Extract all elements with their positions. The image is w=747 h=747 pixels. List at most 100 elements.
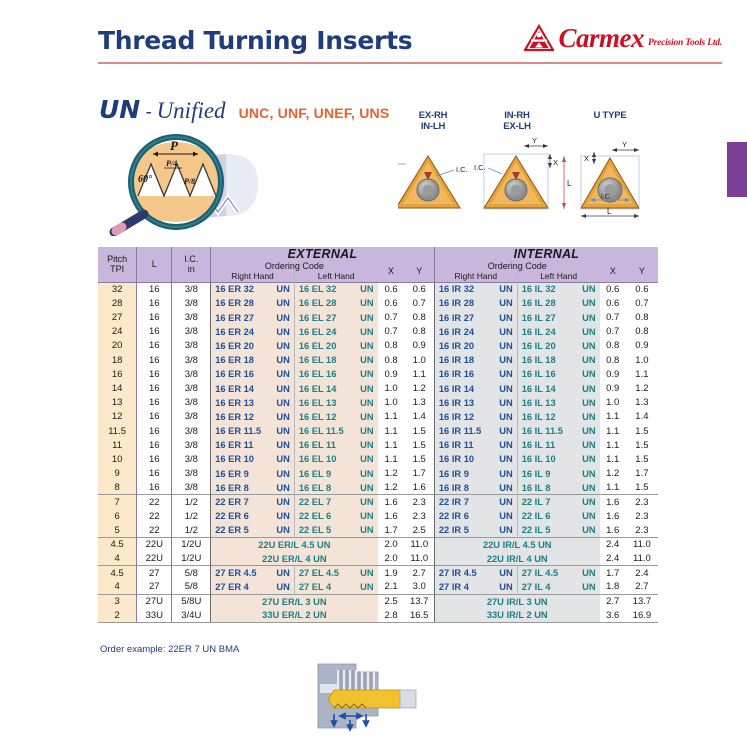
cell-internal-y: 1.1 <box>625 367 658 382</box>
cell-l: 16 <box>136 338 172 354</box>
cell-internal-left-hand-code: 22 IL 7 UN <box>516 494 600 510</box>
table-row: 4 22U 1/2U 22U ER/L 4 UN 2.0 11.0 22U IR/L 4 U… <box>98 551 658 566</box>
cell-external-right-hand-code: 16 ER 20 UN <box>210 338 295 354</box>
cell-external-left-hand-code: 16 EL 20 UN <box>293 338 378 354</box>
cell-internal-left-hand-code: 16 IL 28 UN <box>516 296 600 311</box>
cell-internal-left-hand-code: 16 IL 11 UN <box>516 438 600 453</box>
cell-ic: 3/8 <box>171 395 211 410</box>
cell-internal-x: 2.4 <box>599 536 626 552</box>
cell-internal-x: 0.6 <box>599 281 626 297</box>
cell-internal-x: 1.2 <box>599 466 626 481</box>
cell-pitch: 32 <box>98 281 137 297</box>
table-row: 4 27 5/8 27 ER 4 UN 27 EL 4 UN 2.1 3.0 27 IR 4 UN 2… <box>98 580 658 595</box>
cell-external-right-hand-code: 22 ER 5 UN <box>210 523 295 538</box>
cell-external-x: 1.1 <box>377 424 405 439</box>
cell-l: 16 <box>136 480 172 495</box>
cell-external-right-hand-code: 27 ER 4 UN <box>210 580 295 595</box>
cell-internal-left-hand-code: 16 IL 27 UN <box>516 310 600 325</box>
cell-pitch: 4.5 <box>98 565 137 581</box>
cell-pitch: 13 <box>98 395 137 410</box>
page-title: Thread Turning Inserts <box>98 26 413 55</box>
cell-l: 27 <box>136 580 172 595</box>
cell-internal-x: 1.1 <box>599 480 626 495</box>
cell-l: 16 <box>136 395 172 410</box>
cell-external-y: 16.5 <box>404 608 435 624</box>
table-row: 4.5 22U 1/2U 22U ER/L 4.5 UN 2.0 11.0 22U IR/L… <box>98 536 658 552</box>
section-color-tab <box>727 142 747 197</box>
diagram-label-u-type: U TYPE <box>593 110 627 121</box>
cell-external-x: 1.6 <box>377 509 405 524</box>
thread-angle-label: 60° <box>138 174 152 185</box>
cell-internal-code: 27U IR/L 3 UN <box>433 593 600 609</box>
cell-external-x: 0.7 <box>377 310 405 325</box>
cell-internal-y: 2.3 <box>625 494 658 510</box>
cell-external-y: 3.0 <box>404 580 435 595</box>
cell-internal-left-hand-code: 16 IL 24 UN <box>516 324 600 339</box>
cell-ic: 3/8 <box>171 367 211 382</box>
table-row: 6 22 1/2 22 ER 6 UN 22 EL 6 UN 1.6 2.3 22 IR 6 UN 2… <box>98 509 658 524</box>
col-header-external: EXTERNAL <box>210 247 435 261</box>
table-row: 24 16 3/8 16 ER 24 UN 16 EL 24 UN 0.7 0.8 16 IR 2… <box>98 324 658 339</box>
cell-internal-left-hand-code: 16 IL 16 UN <box>516 367 600 382</box>
cell-external-y: 1.5 <box>404 452 435 467</box>
cell-external-left-hand-code: 16 EL 16 UN <box>293 367 378 382</box>
cell-internal-x: 0.7 <box>599 324 626 339</box>
l-label-2: L <box>567 179 572 188</box>
cell-internal-x: 1.0 <box>599 395 626 410</box>
cell-ic: 3/8 <box>171 381 211 396</box>
cell-external-left-hand-code: 16 EL 8 UN <box>293 480 378 495</box>
cell-ic: 3/8 <box>171 452 211 467</box>
cell-internal-x: 0.8 <box>599 353 626 368</box>
cell-external-left-hand-code: 16 EL 18 UN <box>293 353 378 368</box>
cell-pitch: 18 <box>98 353 137 368</box>
cell-internal-x: 0.9 <box>599 367 626 382</box>
cell-external-right-hand-code: 16 ER 18 UN <box>210 353 295 368</box>
table-row: 27 16 3/8 16 ER 27 UN 16 EL 27 UN 0.7 0.8 16 IR 2… <box>98 310 658 325</box>
cell-external-y: 13.7 <box>404 593 435 609</box>
cell-internal-x: 0.7 <box>599 310 626 325</box>
cell-external-left-hand-code: 22 EL 6 UN <box>293 509 378 524</box>
diagram-label-in-rh-ex-lh: IN-RH EX-LH <box>503 110 531 132</box>
cell-external-left-hand-code: 16 EL 10 UN <box>293 452 378 467</box>
cell-ic: 3/8 <box>171 480 211 495</box>
col-header-ext-x: X <box>377 261 405 283</box>
cell-internal-left-hand-code: 16 IL 8 UN <box>516 480 600 495</box>
cell-external-y: 2.7 <box>404 565 435 581</box>
cell-internal-right-hand-code: 16 IR 18 UN <box>433 353 518 368</box>
col-header-int-right-hand: Right Hand <box>433 271 518 283</box>
col-header-int-y: Y <box>625 261 658 283</box>
pitch-eighth-label: P/8 <box>184 177 195 186</box>
cell-pitch: 5 <box>98 523 137 538</box>
cell-external-right-hand-code: 16 ER 11.5 UN <box>210 424 295 439</box>
cell-internal-y: 1.4 <box>625 409 658 424</box>
cell-internal-left-hand-code: 27 IL 4.5 UN <box>516 565 600 581</box>
cell-pitch: 11 <box>98 438 137 453</box>
standard-variants: UNC, UNF, UNEF, UNS <box>238 105 390 121</box>
cell-internal-right-hand-code: 16 IR 24 UN <box>433 324 518 339</box>
table-row: 10 16 3/8 16 ER 10 UN 16 EL 10 UN 1.1 1.5 16 IR 1… <box>98 452 658 467</box>
cell-ic: 3/8 <box>171 353 211 368</box>
cell-external-x: 2.8 <box>377 608 405 624</box>
cell-pitch: 8 <box>98 480 137 495</box>
cell-internal-left-hand-code: 22 IL 5 UN <box>516 523 600 538</box>
cell-internal-left-hand-code: 16 IL 10 UN <box>516 452 600 467</box>
page-header: Thread Turning Inserts Carmex Precision … <box>98 18 722 68</box>
col-header-ext-left-hand: Left Hand <box>293 271 378 283</box>
cell-ic: 5/8U <box>171 593 211 609</box>
cell-external-right-hand-code: 16 ER 28 UN <box>210 296 295 311</box>
cell-l: 16 <box>136 296 172 311</box>
cell-l: 16 <box>136 324 172 339</box>
cell-internal-y: 0.7 <box>625 296 658 311</box>
cell-internal-y: 0.6 <box>625 281 658 297</box>
cell-pitch: 11.5 <box>98 424 137 439</box>
insert-specification-table: Pitch TPI L I.C. in EXTERNAL INTERNAL Or… <box>98 247 658 624</box>
cell-internal-y: 16.9 <box>625 608 658 624</box>
table-row: 16 16 3/8 16 ER 16 UN 16 EL 16 UN 0.9 1.1 16 IR 1… <box>98 367 658 382</box>
cell-internal-right-hand-code: 16 IR 9 UN <box>433 466 518 481</box>
cell-internal-y: 1.3 <box>625 395 658 410</box>
cell-external-x: 1.2 <box>377 466 405 481</box>
carmex-triangle-icon <box>523 23 556 52</box>
cell-internal-x: 1.6 <box>599 523 626 538</box>
subtitle-dash: - <box>145 102 152 123</box>
cell-external-y: 1.5 <box>404 438 435 453</box>
